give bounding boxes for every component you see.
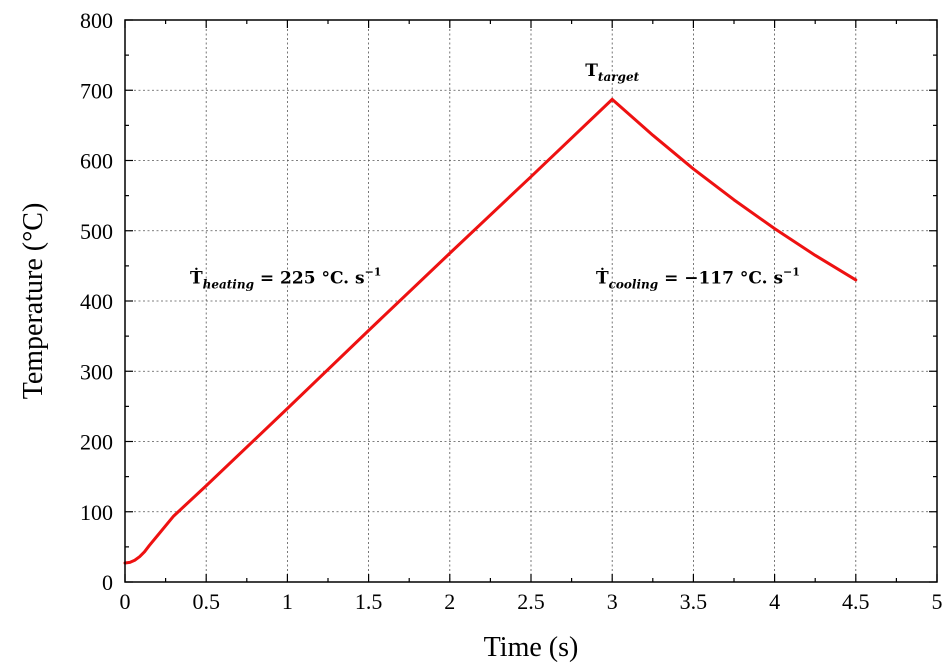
y-tick-label: 700 (80, 78, 113, 103)
x-tick-label: 4 (769, 589, 780, 614)
y-tick-labels: 0 100 200 300 400 500 600 700 800 (80, 8, 113, 595)
x-tick-label: 1 (282, 589, 293, 614)
y-tick-label: 800 (80, 8, 113, 33)
grid (125, 20, 937, 582)
y-tick-label: 100 (80, 500, 113, 525)
x-tick-label: 2 (444, 589, 455, 614)
y-tick-label: 200 (80, 430, 113, 455)
annotation-cooling: Ṫcooling = −117 °C. s−1 (596, 265, 800, 291)
x-tick-label: 4.5 (842, 589, 870, 614)
x-tick-label: 0.5 (192, 589, 220, 614)
y-tick-label: 600 (80, 149, 113, 174)
x-tick-label: 2.5 (517, 589, 545, 614)
y-tick-label: 500 (80, 219, 113, 244)
y-tick-label: 300 (80, 359, 113, 384)
temperature-series-line (123, 97, 858, 565)
y-axis-title: Temperature (°C) (18, 203, 49, 400)
annotation-heating: Ṫheating = 225 °C. s−1 (190, 265, 382, 291)
y-tick-label: 400 (80, 289, 113, 314)
plot-frame (124, 19, 938, 583)
annotation-target: Ttarget (585, 61, 639, 84)
annotations: Ttarget Ṫheating = 225 °C. s−1 Ṫcooling = … (190, 61, 800, 291)
y-tick-label: 0 (102, 570, 113, 595)
x-tick-label: 5 (932, 589, 943, 614)
x-tick-label: 1.5 (355, 589, 383, 614)
x-axis-title: Time (s) (484, 632, 579, 663)
x-tick-label: 0 (120, 589, 131, 614)
x-tick-label: 3.5 (680, 589, 708, 614)
x-tick-label: 3 (607, 589, 618, 614)
x-tick-labels: 0 0.5 1 1.5 2 2.5 3 3.5 4 4.5 5 (120, 589, 943, 614)
